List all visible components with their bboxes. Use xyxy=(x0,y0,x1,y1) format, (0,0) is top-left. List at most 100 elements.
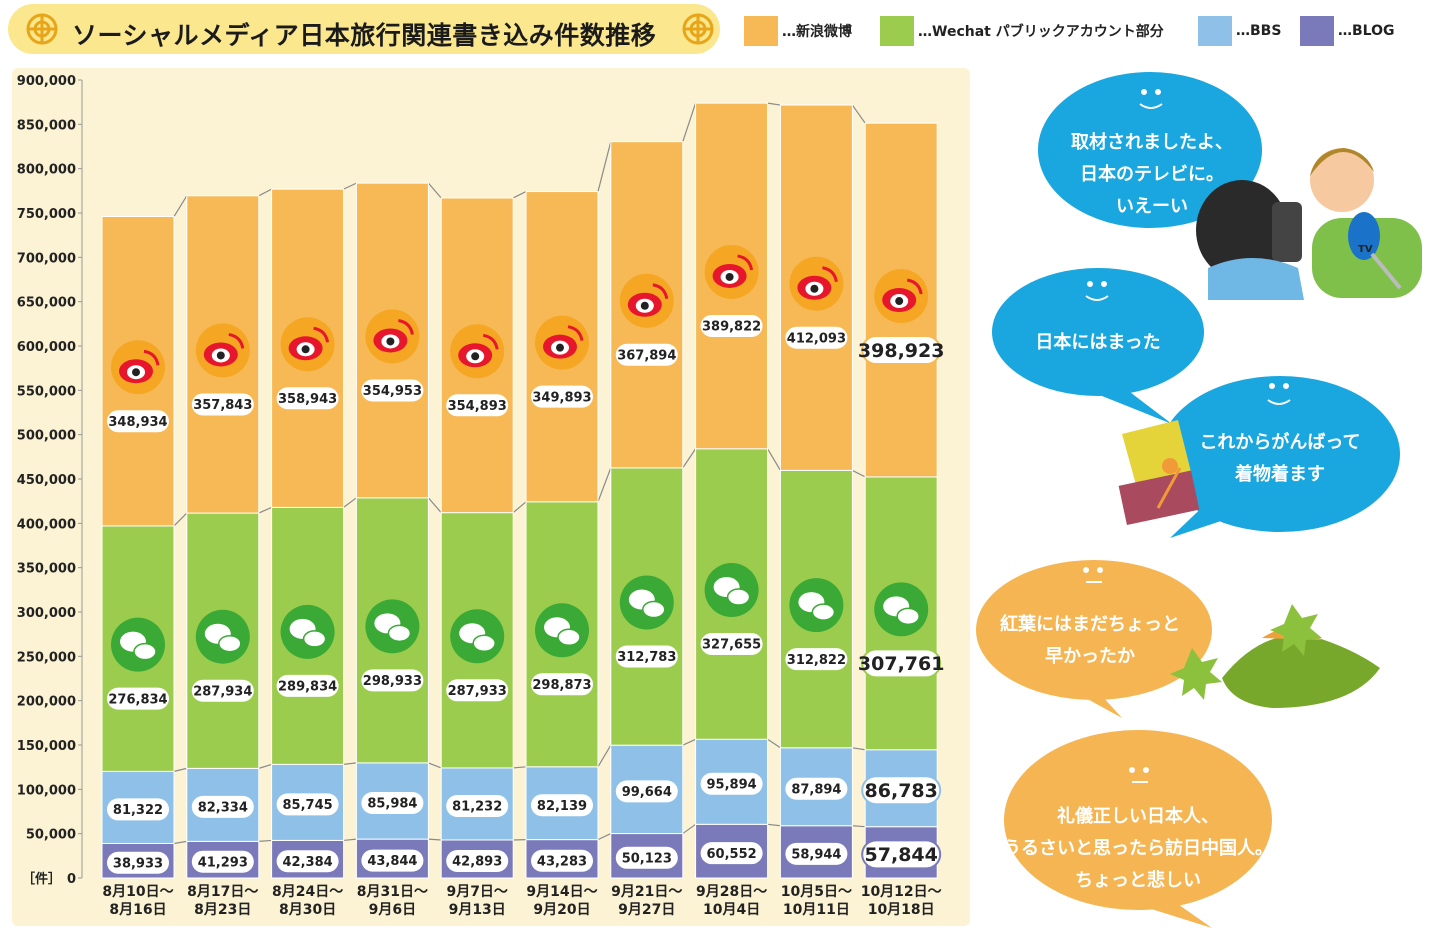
connector-line xyxy=(428,838,442,841)
data-label-wechat: 312,822 xyxy=(785,648,848,671)
data-label-weibo: 357,843 xyxy=(191,393,254,416)
connector-line xyxy=(258,506,272,514)
data-label-box xyxy=(276,387,339,410)
data-label-box xyxy=(107,851,169,874)
data-label-text: 58,944 xyxy=(791,848,841,863)
data-label-box xyxy=(446,794,509,817)
data-label-text: 43,844 xyxy=(367,854,417,869)
y-tick-label: 250,000 xyxy=(17,650,76,665)
connector-line xyxy=(851,104,866,124)
connector-line xyxy=(597,467,612,503)
weibo-logo-pupil xyxy=(471,352,480,361)
y-tick-label: 0 xyxy=(67,872,76,887)
data-label-blog: 42,384 xyxy=(276,850,339,873)
weibo-logo-pupil xyxy=(386,337,395,346)
data-label-blog: 42,893 xyxy=(446,849,509,872)
data-label-box xyxy=(361,379,424,402)
y-tick-label: 800,000 xyxy=(17,163,76,178)
data-label-text: 86,783 xyxy=(865,780,938,802)
x-tick-label: 10月11日 xyxy=(783,902,850,918)
data-label-bbs: 87,894 xyxy=(785,777,848,800)
data-label-text: 354,893 xyxy=(448,399,507,414)
data-label-wechat: 312,783 xyxy=(615,645,678,668)
data-label-blog: 43,844 xyxy=(361,849,424,872)
data-label-text: 81,232 xyxy=(452,800,502,815)
wechat-logo-bubble-2 xyxy=(811,603,836,621)
data-label-bbs: 81,322 xyxy=(107,798,169,821)
y-tick-label: 400,000 xyxy=(17,517,76,532)
connector-line xyxy=(767,823,781,827)
data-label-text: 287,933 xyxy=(448,684,507,699)
x-tick-label: 9月20日 xyxy=(533,902,590,918)
data-label-bbs: 95,894 xyxy=(700,772,763,795)
data-label-text: 60,552 xyxy=(707,847,757,862)
data-label-box xyxy=(107,410,169,433)
data-label-weibo: 354,893 xyxy=(446,394,509,417)
connector-line xyxy=(343,182,357,190)
data-label-box xyxy=(785,326,848,349)
data-label-wechat: 327,655 xyxy=(700,633,763,656)
bubble-2-line-1: 日本にはまった xyxy=(1035,331,1160,353)
data-label-weibo: 367,894 xyxy=(615,343,678,366)
weibo-logo-pupil xyxy=(216,351,225,360)
data-label-text: 349,893 xyxy=(532,390,591,405)
bubble-5-line-1: 礼儀正しい日本人、 xyxy=(1057,805,1219,827)
data-label-box xyxy=(785,777,848,800)
wechat-logo-icon xyxy=(874,582,929,637)
data-label-text: 357,843 xyxy=(193,398,252,413)
data-label-blog: 41,293 xyxy=(191,850,254,873)
title-banner: ソーシャルメディア日本旅行関連書き込み件数推移 xyxy=(8,4,720,54)
data-label-text: 82,139 xyxy=(537,799,587,814)
connector-line xyxy=(682,102,697,142)
weibo-logo-pupil xyxy=(301,345,310,354)
connector-line xyxy=(512,501,527,514)
x-tick-label: 10月18日 xyxy=(868,902,935,918)
x-tick-label: 8月30日 xyxy=(279,902,336,918)
connector-line xyxy=(258,839,272,842)
data-label-weibo: 354,953 xyxy=(361,379,424,402)
data-label-box xyxy=(785,648,848,671)
data-label-box xyxy=(276,674,339,697)
weibo-logo-icon xyxy=(704,244,759,299)
x-tick-label: 8月17日～ xyxy=(187,884,258,900)
weibo-logo-wave xyxy=(737,254,754,271)
connector-line xyxy=(682,738,696,746)
weibo-logo-pupil xyxy=(725,272,734,281)
x-tick-label: 9月6日 xyxy=(369,902,416,918)
legend-item-blog: …BLOG xyxy=(1300,14,1395,48)
data-label-box xyxy=(276,850,339,873)
data-label-bbs: 82,334 xyxy=(191,795,254,818)
data-label-text: 99,664 xyxy=(622,785,672,800)
legend-swatch-weibo xyxy=(744,16,778,46)
data-label-box xyxy=(615,343,678,366)
data-label-blog: 60,552 xyxy=(700,842,763,865)
connector-line xyxy=(512,191,527,199)
wechat-logo-icon xyxy=(450,609,505,664)
connector-line xyxy=(682,448,697,469)
speech-bubble-3: これからがんばって 着物着ます xyxy=(1160,376,1400,538)
x-tick-label: 8月24日～ xyxy=(272,884,343,900)
connector-line xyxy=(682,823,696,835)
data-label-blog: 58,944 xyxy=(785,842,848,865)
connector-line xyxy=(258,763,272,769)
data-label-text: 312,783 xyxy=(617,650,676,665)
connector-line xyxy=(852,747,866,751)
y-tick-label: 450,000 xyxy=(17,473,76,488)
data-label-box xyxy=(446,679,509,702)
wechat-logo-bubble-2 xyxy=(302,630,327,648)
data-label-text: 85,984 xyxy=(367,797,417,812)
wechat-logo-icon xyxy=(789,578,844,633)
data-label-blog: 57,844 xyxy=(861,839,942,870)
connector-line xyxy=(513,766,527,769)
data-label-wechat: 289,834 xyxy=(276,674,339,697)
legend-label-weibo: …新浪微博 xyxy=(782,24,852,40)
data-label-text: 50,123 xyxy=(622,851,672,866)
connector-line xyxy=(173,512,188,527)
wechat-logo-bubble-2 xyxy=(472,634,496,653)
weibo-logo-wave xyxy=(313,326,330,343)
autumn-leaves-illustration xyxy=(1170,604,1380,708)
weibo-logo-pupil xyxy=(132,368,140,377)
data-label-box xyxy=(361,669,424,692)
data-label-box xyxy=(861,775,942,806)
data-label-text: 82,334 xyxy=(198,801,248,816)
